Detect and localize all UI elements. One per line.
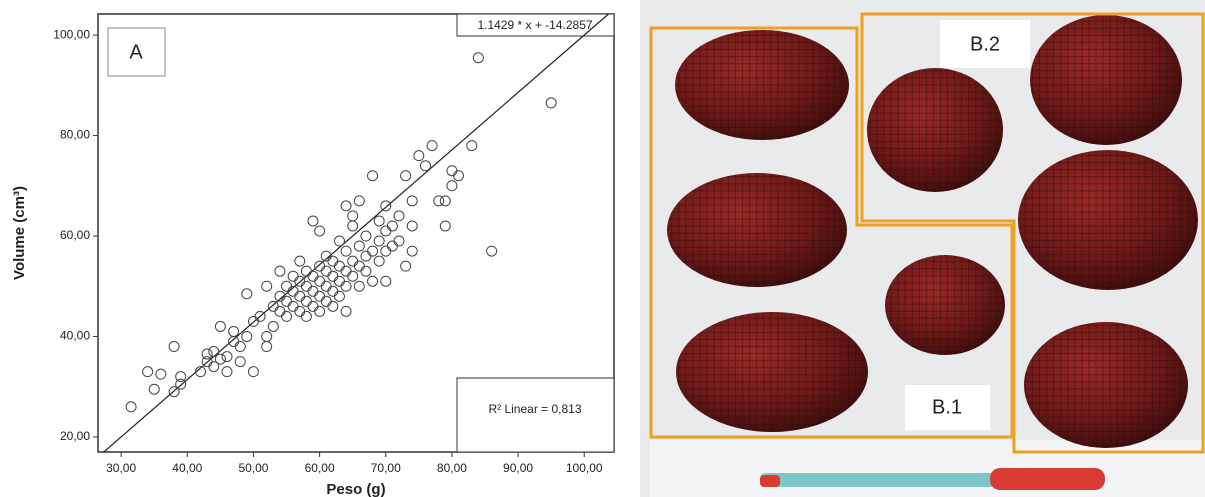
x-tick-label: 30,00	[106, 461, 136, 475]
x-tick-label: 100,00	[566, 461, 603, 475]
fruit-texture	[885, 255, 1005, 355]
fruit-texture	[1030, 15, 1182, 145]
y-tick-label: 40,00	[60, 329, 90, 343]
x-axis-label: Peso (g)	[326, 481, 385, 497]
group-label: B.1	[932, 396, 962, 418]
panel-label: A	[129, 41, 143, 63]
figure: A 1.1429 * x + -14.2857 R² Linear = 0,81…	[0, 0, 1205, 497]
pen-body	[760, 473, 1000, 487]
pen-cap	[990, 468, 1105, 490]
fruit-texture	[667, 173, 847, 287]
x-tick-label: 90,00	[503, 461, 533, 475]
x-tick-label: 40,00	[172, 461, 202, 475]
fruit-texture	[676, 312, 868, 432]
y-tick-label: 80,00	[60, 128, 90, 142]
scatter-chart: A 1.1429 * x + -14.2857 R² Linear = 0,81…	[11, 14, 614, 497]
fit-annotation: 1.1429 * x + -14.2857	[477, 18, 592, 32]
y-tick-label: 60,00	[60, 228, 90, 242]
fruit-texture	[1018, 150, 1198, 290]
y-axis-label: Volume (cm³)	[11, 186, 28, 280]
y-tick-label: 100,00	[53, 27, 90, 41]
fruit-texture	[1024, 322, 1188, 448]
group-label: B.2	[970, 33, 1000, 55]
x-tick-label: 70,00	[371, 461, 401, 475]
table-surface	[650, 440, 1205, 497]
x-tick-label: 80,00	[437, 461, 467, 475]
r2-label: R² Linear = 0,813	[488, 402, 581, 416]
photo: B.2 B.1	[640, 0, 1205, 497]
fruit-texture	[867, 68, 1003, 192]
x-tick-label: 50,00	[238, 461, 268, 475]
y-tick-label: 20,00	[60, 429, 90, 443]
pen-end	[760, 475, 780, 487]
fruit-texture	[675, 30, 849, 140]
x-tick-label: 60,00	[305, 461, 335, 475]
